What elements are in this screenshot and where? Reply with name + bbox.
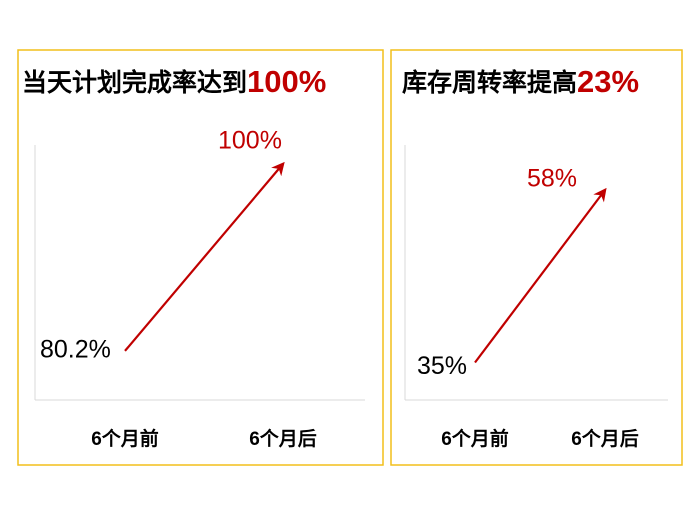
- x-tick-label: 6个月前: [91, 427, 159, 450]
- x-tick-label: 6个月前: [441, 427, 509, 450]
- panel-border: [17, 49, 384, 466]
- data-label: 100%: [218, 126, 282, 154]
- x-tick-label: 6个月后: [571, 428, 639, 450]
- title-text: 当天计划完成率达到: [22, 68, 247, 97]
- chart-panel: 库存周转率提高23% 6个月前 6个月后 35% 58%: [390, 49, 683, 466]
- chart-title: 库存周转率提高23%: [402, 64, 639, 99]
- trend-arrow: [124, 161, 285, 352]
- chart-title: 当天计划完成率达到100%: [22, 64, 326, 99]
- title-text: 库存周转率提高: [402, 68, 577, 97]
- data-label: 80.2%: [40, 335, 111, 363]
- x-tick-label: 6个月后: [249, 428, 317, 450]
- panel-border: [390, 49, 683, 466]
- title-emphasis: 23%: [577, 64, 639, 99]
- data-label: 58%: [527, 165, 577, 193]
- data-label: 35%: [417, 352, 467, 380]
- title-emphasis: 100%: [247, 64, 326, 99]
- trend-arrow: [474, 187, 607, 364]
